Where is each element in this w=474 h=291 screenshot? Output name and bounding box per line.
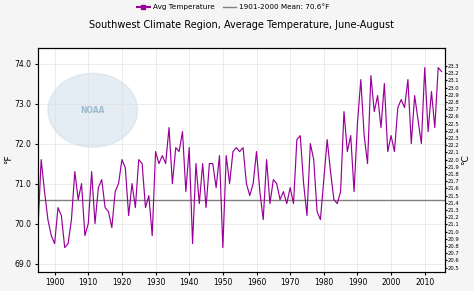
- Y-axis label: °C: °C: [461, 154, 470, 165]
- Legend: Avg Temperature, 1901-2000 Mean: 70.6°F: Avg Temperature, 1901-2000 Mean: 70.6°F: [137, 4, 329, 10]
- Text: NOAA: NOAA: [81, 106, 105, 115]
- Y-axis label: °F: °F: [4, 155, 13, 164]
- Ellipse shape: [48, 73, 137, 147]
- Title: Southwest Climate Region, Average Temperature, June-August: Southwest Climate Region, Average Temper…: [89, 20, 394, 30]
